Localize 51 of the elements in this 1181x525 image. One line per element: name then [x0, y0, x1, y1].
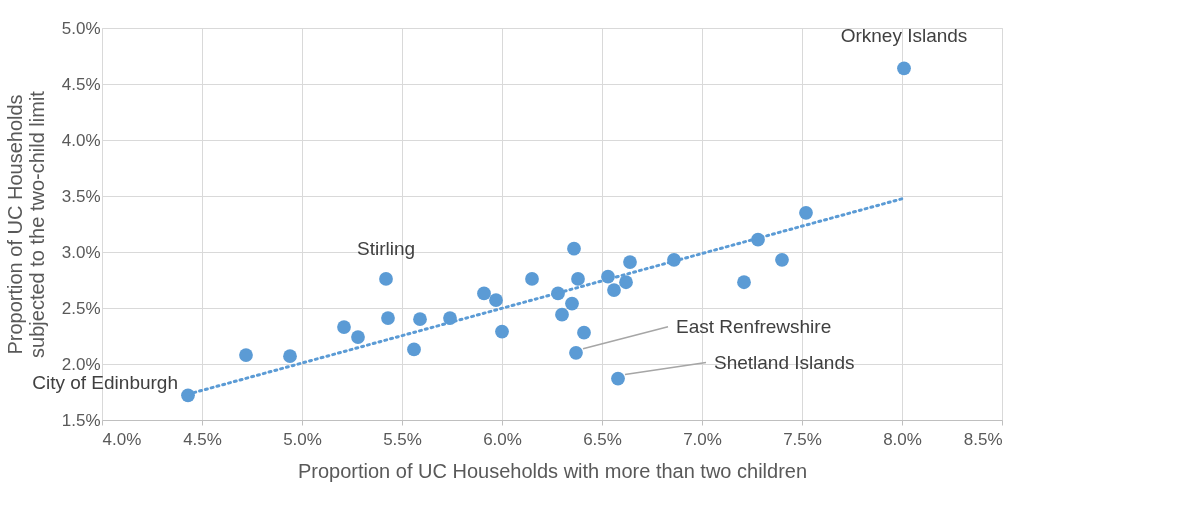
point: [381, 311, 395, 325]
x-tick-label: 7.0%: [683, 429, 722, 449]
point: [577, 325, 591, 340]
annotation: Orkney Islands: [840, 25, 968, 47]
point: [571, 272, 585, 286]
point: [413, 312, 427, 327]
point: [407, 342, 421, 357]
x-tick-label: 6.0%: [483, 429, 522, 449]
x-tick-label: 8.0%: [883, 429, 922, 449]
x-tick-label: 5.0%: [283, 429, 322, 449]
y-tick-label: 2.5%: [61, 298, 101, 318]
point: [775, 252, 789, 267]
point: [489, 293, 503, 308]
annotation: East Renfrewshire: [676, 315, 832, 337]
point: [337, 320, 351, 334]
x-tick-label: 6.5%: [583, 429, 622, 449]
x-tick-label: 5.5%: [383, 429, 422, 449]
y-tick-label: 4.0%: [61, 130, 101, 150]
point: [555, 307, 569, 322]
x-tick-label: 4.0%: [102, 429, 142, 449]
point: [623, 255, 637, 269]
point: [619, 275, 633, 290]
point: [239, 348, 253, 362]
y-tick-label: 4.5%: [61, 74, 101, 94]
point: [495, 324, 509, 339]
point: [283, 349, 297, 364]
point: [477, 286, 491, 301]
point: [565, 296, 579, 311]
point: [611, 371, 625, 386]
point: [799, 205, 813, 220]
x-axis-title: Proportion of UC Households with more than two children: [297, 459, 808, 482]
point: [567, 241, 581, 256]
point: [351, 330, 365, 344]
point: [525, 272, 539, 286]
x-tick-label: 4.5%: [183, 429, 222, 449]
y-tick-label: 3.5%: [61, 186, 101, 206]
annotation: Shetland Islands: [714, 351, 855, 373]
y-axis-title: Proportion of UC Households subjected to the two-child limit: [3, 90, 48, 358]
y-tick-label: 3.0%: [61, 242, 101, 262]
point: [379, 272, 393, 286]
point: [897, 61, 911, 76]
point: [569, 345, 583, 360]
x-tick-label: 7.5%: [783, 429, 822, 449]
y-tick-label: 5.0%: [61, 18, 101, 38]
y-tick-label: 1.5%: [61, 410, 101, 430]
point: [607, 283, 621, 297]
annotation: Stirling: [356, 237, 416, 259]
y-tick-label: 2.0%: [61, 354, 101, 374]
point: [737, 275, 751, 290]
annotation: City of Edinburgh: [32, 372, 178, 394]
x-tick-label: 8.5%: [963, 429, 1003, 449]
